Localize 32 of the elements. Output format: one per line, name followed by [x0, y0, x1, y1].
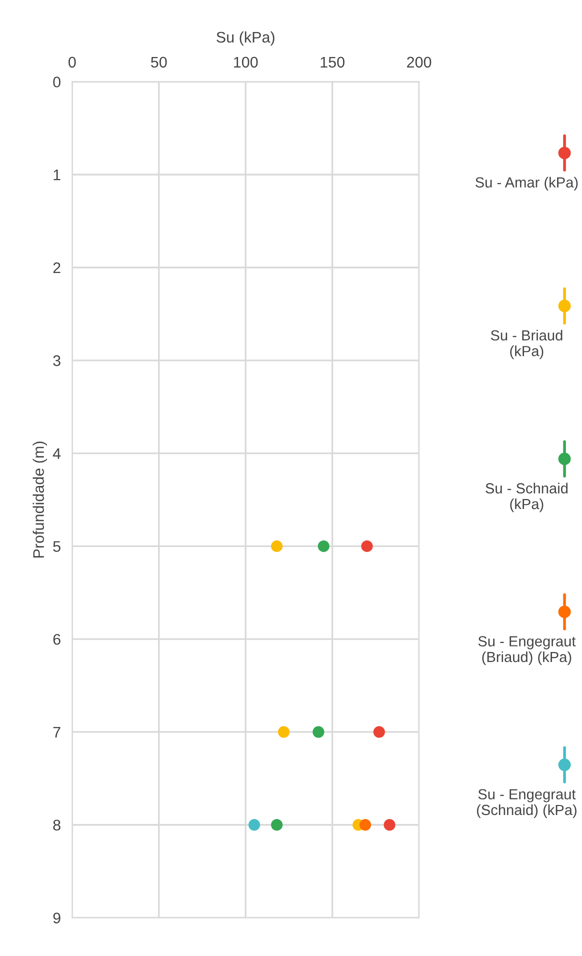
y-axis-title: Profundidade (m): [32, 442, 47, 558]
point: [271, 540, 283, 552]
x-axis-title: Su (kPa): [216, 31, 274, 46]
y-tick-label: 2: [53, 262, 60, 274]
point: [248, 819, 260, 831]
y-tick-label: 5: [53, 541, 60, 552]
y-tick-label: 6: [53, 634, 60, 645]
y-tick-label: 7: [53, 727, 60, 738]
y-tick-label: 1: [54, 170, 60, 180]
x-tick-label: 100: [234, 56, 258, 68]
x-tick-label: 200: [407, 56, 432, 68]
point: [318, 540, 330, 552]
legend-label: Su - Briaud (kPa): [490, 330, 562, 360]
x-tick-label: 150: [320, 56, 344, 68]
y-tick-label: 9: [53, 912, 60, 924]
point: [373, 726, 385, 738]
legend-label: Su - Amar (kPa): [476, 176, 578, 190]
x-tick-label: 0: [68, 56, 76, 68]
y-tick-label: 3: [53, 355, 60, 366]
y-tick-label: 0: [53, 76, 60, 88]
point: [361, 540, 373, 552]
x-tick-label: 50: [151, 56, 167, 68]
legend-label: Su - Engegraut (Briaud) (kPa): [478, 636, 576, 666]
y-tick-label: 8: [53, 820, 60, 831]
point: [278, 726, 290, 738]
point: [312, 726, 324, 738]
y-tick-label: 4: [52, 448, 61, 459]
point: [271, 819, 283, 831]
legend-label: Su - Engegraut (Schnaid) (kPa): [476, 789, 576, 818]
point: [384, 819, 396, 831]
legend-label: Su - Schnaid (kPa): [486, 482, 568, 512]
point: [359, 819, 372, 831]
